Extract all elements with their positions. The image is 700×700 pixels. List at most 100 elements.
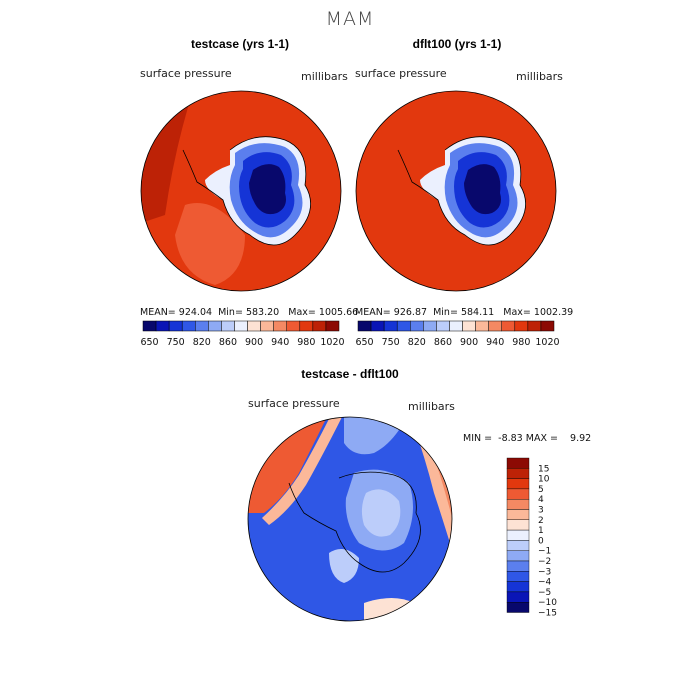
panel2-colorbar-tick: 860 <box>434 337 452 348</box>
panel2-colorbar-box <box>514 320 529 332</box>
panel2-colorbar-box <box>410 320 424 332</box>
panel3-colorbar-tick: 4 <box>538 495 544 505</box>
panel2-colorbar-box <box>436 320 450 332</box>
panel3-colorbar-tick: −5 <box>538 588 551 598</box>
panel2-colorbar-tick: 1020 <box>535 337 559 348</box>
panel3-colorbar-box <box>506 457 530 469</box>
panel3-colorbar-box <box>506 499 530 510</box>
panel3-colorbar-tick: 10 <box>538 475 550 485</box>
panel1-variable-label: surface pressure <box>140 67 232 80</box>
panel1-colorbar-box <box>155 320 170 332</box>
panel3-colorbar-tick: 3 <box>538 506 544 516</box>
panel3-colorbar-box <box>506 550 530 562</box>
panel2-variable-label: surface pressure <box>355 67 447 80</box>
panel2-colorbar-box <box>462 320 476 332</box>
panel1-colorbar-box <box>325 320 340 332</box>
panel3-variable-label: surface pressure <box>248 397 340 410</box>
panel1-colorbar-tick: 940 <box>271 337 289 348</box>
panel3-colorbar-tick: −3 <box>538 567 551 577</box>
panel3-colorbar-tick: −2 <box>538 557 551 567</box>
panel2-colorbar-tick: 820 <box>408 337 426 348</box>
panel1-colorbar-box <box>168 320 183 332</box>
panel1-colorbar-box <box>181 320 196 332</box>
panel3-central-light <box>361 489 401 537</box>
panel2-colorbar-box <box>383 320 398 332</box>
panel1-colorbar-box <box>247 320 261 332</box>
panel1-high-lobe <box>175 203 245 285</box>
panel2-title: dflt100 (yrs 1-1) <box>412 37 502 51</box>
panel2-map <box>355 90 557 292</box>
panel2-colorbar-box <box>357 320 372 332</box>
panel3-colorbar-box <box>506 529 530 541</box>
panel3-lower-light <box>329 549 359 583</box>
panel2-units-label: millibars <box>516 70 563 83</box>
panel3-colorbar-box <box>506 509 530 521</box>
figure-title: MAM <box>325 8 375 30</box>
panel1-colorbar: 650 750 820 860 900 940 980 1020 <box>140 320 345 348</box>
panel2-land-core <box>464 164 501 215</box>
panel2-colorbar-tick: 750 <box>382 337 400 348</box>
panel3-colorbar-box <box>506 488 530 500</box>
panel1-colorbar-tick: 900 <box>245 337 263 348</box>
panel3-colorbar-box <box>506 478 530 490</box>
panel2-colorbar-tick: 940 <box>486 337 504 348</box>
panel3-units-label: millibars <box>408 400 455 413</box>
panel2-coastline <box>397 136 527 246</box>
panel3-colorbar-box <box>506 540 530 551</box>
panel1-colorbar-box <box>195 320 209 332</box>
panel2-colorbar: 650 750 820 860 900 940 980 1020 <box>355 320 560 348</box>
panel1-colorbar-box <box>273 320 287 332</box>
panel1-units-label: millibars <box>301 70 348 83</box>
panel3-colorbar-tick: 15 <box>538 464 549 474</box>
panel1-colorbar-box <box>312 320 327 332</box>
panel2-colorbar-box <box>527 320 542 332</box>
panel2-colorbar-box <box>423 320 437 332</box>
panel1-colorbar-box <box>221 320 235 332</box>
panel3-title: testcase - dflt100 <box>301 367 399 381</box>
panel1-colorbar-tick: 820 <box>193 337 211 348</box>
panel1-colorbar-box <box>286 320 301 332</box>
panel3-stats: MIN = -8.83 MAX = 9.92 <box>463 433 592 444</box>
panel3-colorbar-tick: 2 <box>538 516 544 526</box>
panel2-colorbar-tick: 980 <box>512 337 530 348</box>
panel2-colorbar-box <box>501 320 516 332</box>
panel3-colorbar-tick: −10 <box>538 598 557 608</box>
panel2-colorbar-box <box>475 320 489 332</box>
panel1-colorbar-box <box>208 320 222 332</box>
panel3-colorbar-tick: 0 <box>538 536 544 546</box>
panel3-colorbar-box <box>506 571 530 582</box>
panel3-colorbar-box <box>506 581 530 593</box>
panel1-colorbar-tick: 650 <box>140 337 158 348</box>
panel2-colorbar-box <box>370 320 385 332</box>
panel3-colorbar-box <box>506 468 530 479</box>
panel1-title: testcase (yrs 1-1) <box>190 37 290 51</box>
panel3-colorbar-tick: 5 <box>538 485 544 495</box>
panel3-colorbar-box <box>506 519 530 531</box>
panel2-colorbar-box <box>449 320 463 332</box>
panel3-colorbar-box <box>506 601 530 613</box>
panel2-colorbar-box <box>396 320 411 332</box>
panel2-colorbar-box <box>540 320 555 332</box>
panel2-colorbar-box <box>488 320 502 332</box>
panel2-colorbar-tick: 650 <box>355 337 373 348</box>
panel3-colorbar-box <box>506 591 530 603</box>
panel1-colorbar-tick: 980 <box>297 337 315 348</box>
panel3-colorbar-tick: 1 <box>538 526 544 536</box>
panel3-positive-band <box>262 417 344 525</box>
panel1-colorbar-box <box>142 320 157 332</box>
panel1-coastline <box>182 136 312 246</box>
panel3-colorbar-box <box>506 560 530 572</box>
panel1-colorbar-tick: 1020 <box>320 337 344 348</box>
panel3-colorbar-tick: −1 <box>538 547 551 557</box>
panel1-land-core <box>249 164 286 215</box>
panel3-colorbar-tick: −4 <box>538 578 552 588</box>
panel2-colorbar-tick: 900 <box>460 337 478 348</box>
panel3-map <box>247 416 453 622</box>
panel1-colorbar-box <box>260 320 274 332</box>
panel3-colorbar-tick: −15 <box>538 609 557 619</box>
panel1-stats: MEAN= 924.04 Min= 583.20 Max= 1005.66 <box>140 307 359 318</box>
panel1-colorbar-tick: 860 <box>219 337 237 348</box>
panel1-colorbar-box <box>299 320 314 332</box>
panel2-stats: MEAN= 926.87 Min= 584.11 Max= 1002.39 <box>355 307 574 318</box>
